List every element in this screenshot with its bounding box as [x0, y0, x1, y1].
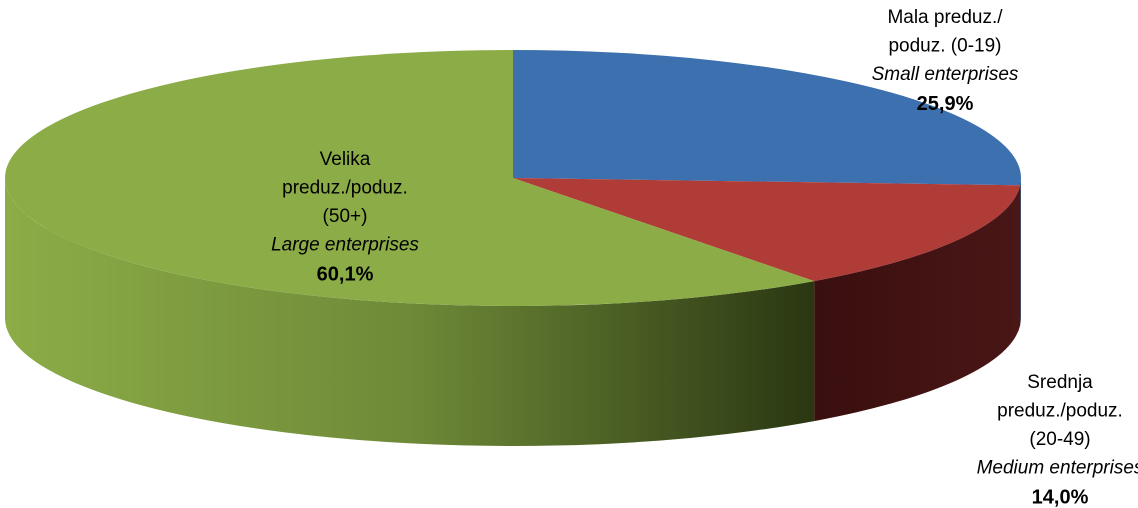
value-label: 60,1%: [317, 263, 374, 285]
pie-slice-side: [5, 178, 815, 446]
slice-label: (50+): [323, 206, 368, 227]
slice-label: preduz./poduz.: [997, 401, 1123, 422]
pie-slice-side: [1020, 178, 1021, 326]
slice-label: Velika: [320, 149, 371, 170]
pie-slice: [513, 50, 1021, 186]
slice-label: Srednja: [1027, 372, 1093, 393]
pie-slice: [4, 50, 815, 306]
slice-label-en: Large enterprises: [271, 235, 419, 256]
slice-label-en: Small enterprises: [872, 64, 1019, 85]
value-label: 14,0%: [1032, 486, 1089, 508]
pie-slice-side: [814, 185, 1021, 422]
slice-label: poduz. (0-19): [888, 36, 1001, 57]
slice-label: Mala preduz./: [887, 7, 1003, 28]
pie-slice: [513, 178, 1021, 282]
slice-label: (20-49): [1029, 429, 1090, 450]
value-label: 25,9%: [917, 93, 974, 115]
slice-label-en: Medium enterprises: [977, 458, 1138, 479]
slice-label: preduz./poduz.: [282, 178, 408, 199]
